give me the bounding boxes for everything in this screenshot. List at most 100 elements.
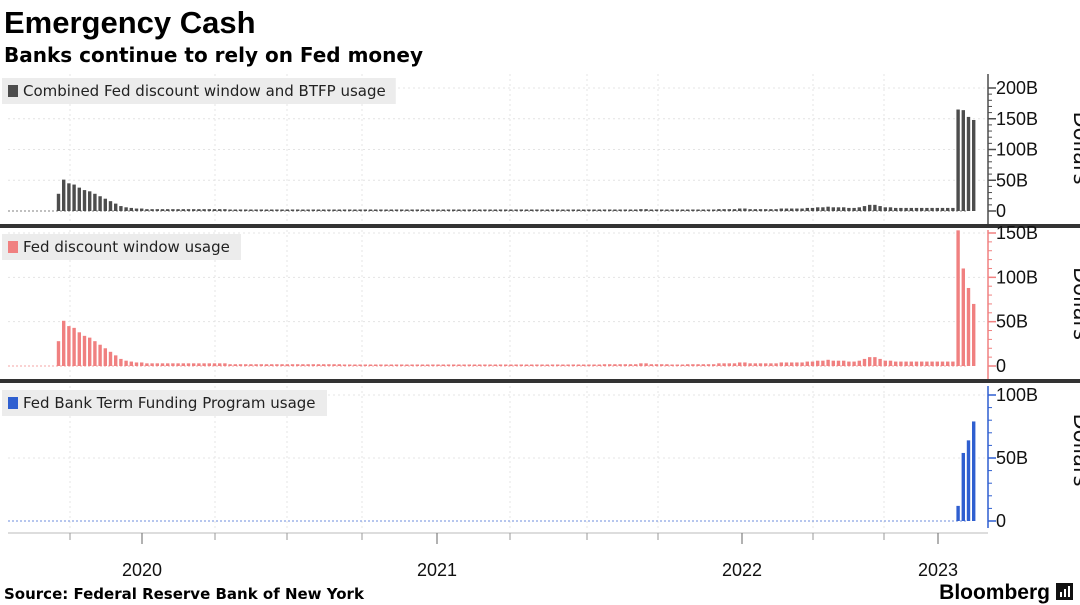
bar: [545, 364, 549, 366]
bar: [904, 207, 908, 212]
bar: [72, 184, 76, 212]
bar: [150, 209, 154, 211]
bar: [956, 109, 960, 211]
bar: [961, 268, 965, 366]
bar: [706, 209, 711, 211]
bar: [686, 209, 690, 211]
bar: [400, 209, 404, 211]
bar: [670, 364, 674, 366]
bar: [368, 209, 373, 211]
bar: [353, 364, 357, 366]
bar: [972, 303, 976, 366]
bar: [134, 208, 139, 211]
legend-btfp: Fed Bank Term Funding Program usage: [2, 390, 327, 416]
bar: [592, 209, 596, 211]
bar: [623, 364, 627, 366]
bar: [530, 364, 534, 366]
bar: [311, 364, 315, 366]
bar: [722, 209, 726, 211]
bar: [160, 363, 165, 366]
y-tick-label: 0: [996, 356, 1006, 376]
bar: [592, 364, 596, 366]
bar: [556, 209, 560, 211]
bar: [712, 209, 716, 211]
x-tick-label: 2020: [122, 560, 162, 580]
bar: [306, 209, 310, 211]
bar: [608, 209, 612, 211]
bar: [873, 204, 877, 211]
bar: [764, 363, 768, 366]
bar: [758, 209, 763, 211]
bar: [145, 209, 149, 211]
y-tick-label: 100B: [996, 140, 1038, 160]
bar: [218, 209, 222, 211]
bar: [576, 364, 581, 366]
bar: [883, 360, 887, 366]
bar: [400, 364, 404, 366]
bar: [914, 361, 919, 366]
bar: [883, 207, 887, 211]
bar: [181, 209, 185, 211]
x-tick-label: 2021: [417, 560, 457, 580]
bar: [67, 326, 71, 366]
bar: [82, 190, 87, 211]
bar: [478, 364, 482, 366]
bar: [88, 191, 92, 211]
y-axis-label: Dollars: [1069, 111, 1080, 184]
bar: [441, 209, 445, 211]
bar: [654, 364, 659, 366]
bar: [795, 362, 799, 366]
bar: [753, 363, 757, 366]
bar: [972, 421, 976, 521]
bar: [852, 361, 856, 366]
bar: [680, 209, 685, 211]
bar: [836, 360, 841, 366]
bar: [966, 287, 971, 366]
bloomberg-logo: Bloomberg: [939, 581, 1050, 604]
bar: [249, 209, 253, 211]
bar: [831, 360, 835, 366]
bar: [358, 364, 362, 366]
y-axis-label: Dollars: [1069, 267, 1080, 340]
bar: [56, 193, 61, 211]
bar: [504, 364, 508, 366]
bar: [857, 360, 861, 366]
bar: [821, 207, 825, 211]
bar: [732, 363, 737, 366]
bar: [706, 364, 711, 366]
bar: [181, 363, 185, 366]
bar: [691, 364, 695, 366]
bar: [561, 364, 565, 366]
bar: [899, 361, 903, 366]
bar: [524, 364, 529, 366]
bar: [660, 364, 664, 366]
bar: [394, 209, 399, 211]
bar: [415, 209, 419, 211]
bar: [899, 207, 903, 212]
bar: [686, 364, 690, 366]
bar: [426, 364, 430, 366]
bar: [722, 363, 726, 366]
panel-btfp: 100B 50B 0 Dollars Fed Bank Term Funding Pro…: [2, 385, 1080, 531]
bar: [613, 209, 617, 211]
bar: [530, 209, 534, 211]
bar: [675, 209, 679, 211]
bar: [311, 209, 315, 211]
bar: [275, 364, 279, 366]
bar: [810, 361, 815, 366]
bar: [602, 364, 607, 366]
bar: [608, 364, 612, 366]
y-axis-label: Dollars: [1069, 413, 1080, 486]
legend-box: [2, 234, 241, 260]
bar: [296, 364, 300, 366]
bar: [951, 361, 955, 366]
bar: [186, 209, 191, 211]
bar: [160, 209, 165, 211]
legend-box: [2, 78, 396, 104]
bar: [758, 363, 763, 366]
chart-panels: 200B 150B 100B 50B 0 Dollars Combined Fed disc…: [0, 74, 1080, 531]
bar: [415, 364, 419, 366]
bar: [779, 208, 783, 211]
bar: [285, 364, 289, 366]
bar: [738, 362, 742, 366]
